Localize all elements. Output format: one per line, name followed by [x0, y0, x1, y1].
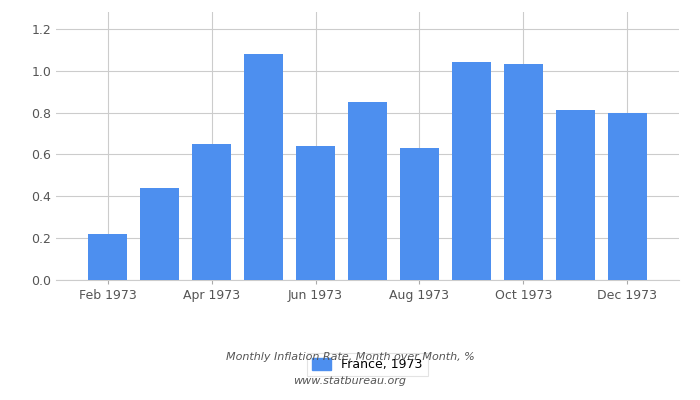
Bar [244, 54, 283, 280]
Bar [348, 102, 387, 280]
Bar [88, 234, 127, 280]
Bar [504, 64, 542, 280]
Bar [296, 146, 335, 280]
Legend: France, 1973: France, 1973 [307, 353, 428, 376]
Bar [556, 110, 594, 280]
Bar [400, 148, 439, 280]
Bar [608, 112, 647, 280]
Bar [452, 62, 491, 280]
Bar [141, 188, 179, 280]
Text: Monthly Inflation Rate, Month over Month, %: Monthly Inflation Rate, Month over Month… [225, 352, 475, 362]
Bar [193, 144, 231, 280]
Text: www.statbureau.org: www.statbureau.org [293, 376, 407, 386]
